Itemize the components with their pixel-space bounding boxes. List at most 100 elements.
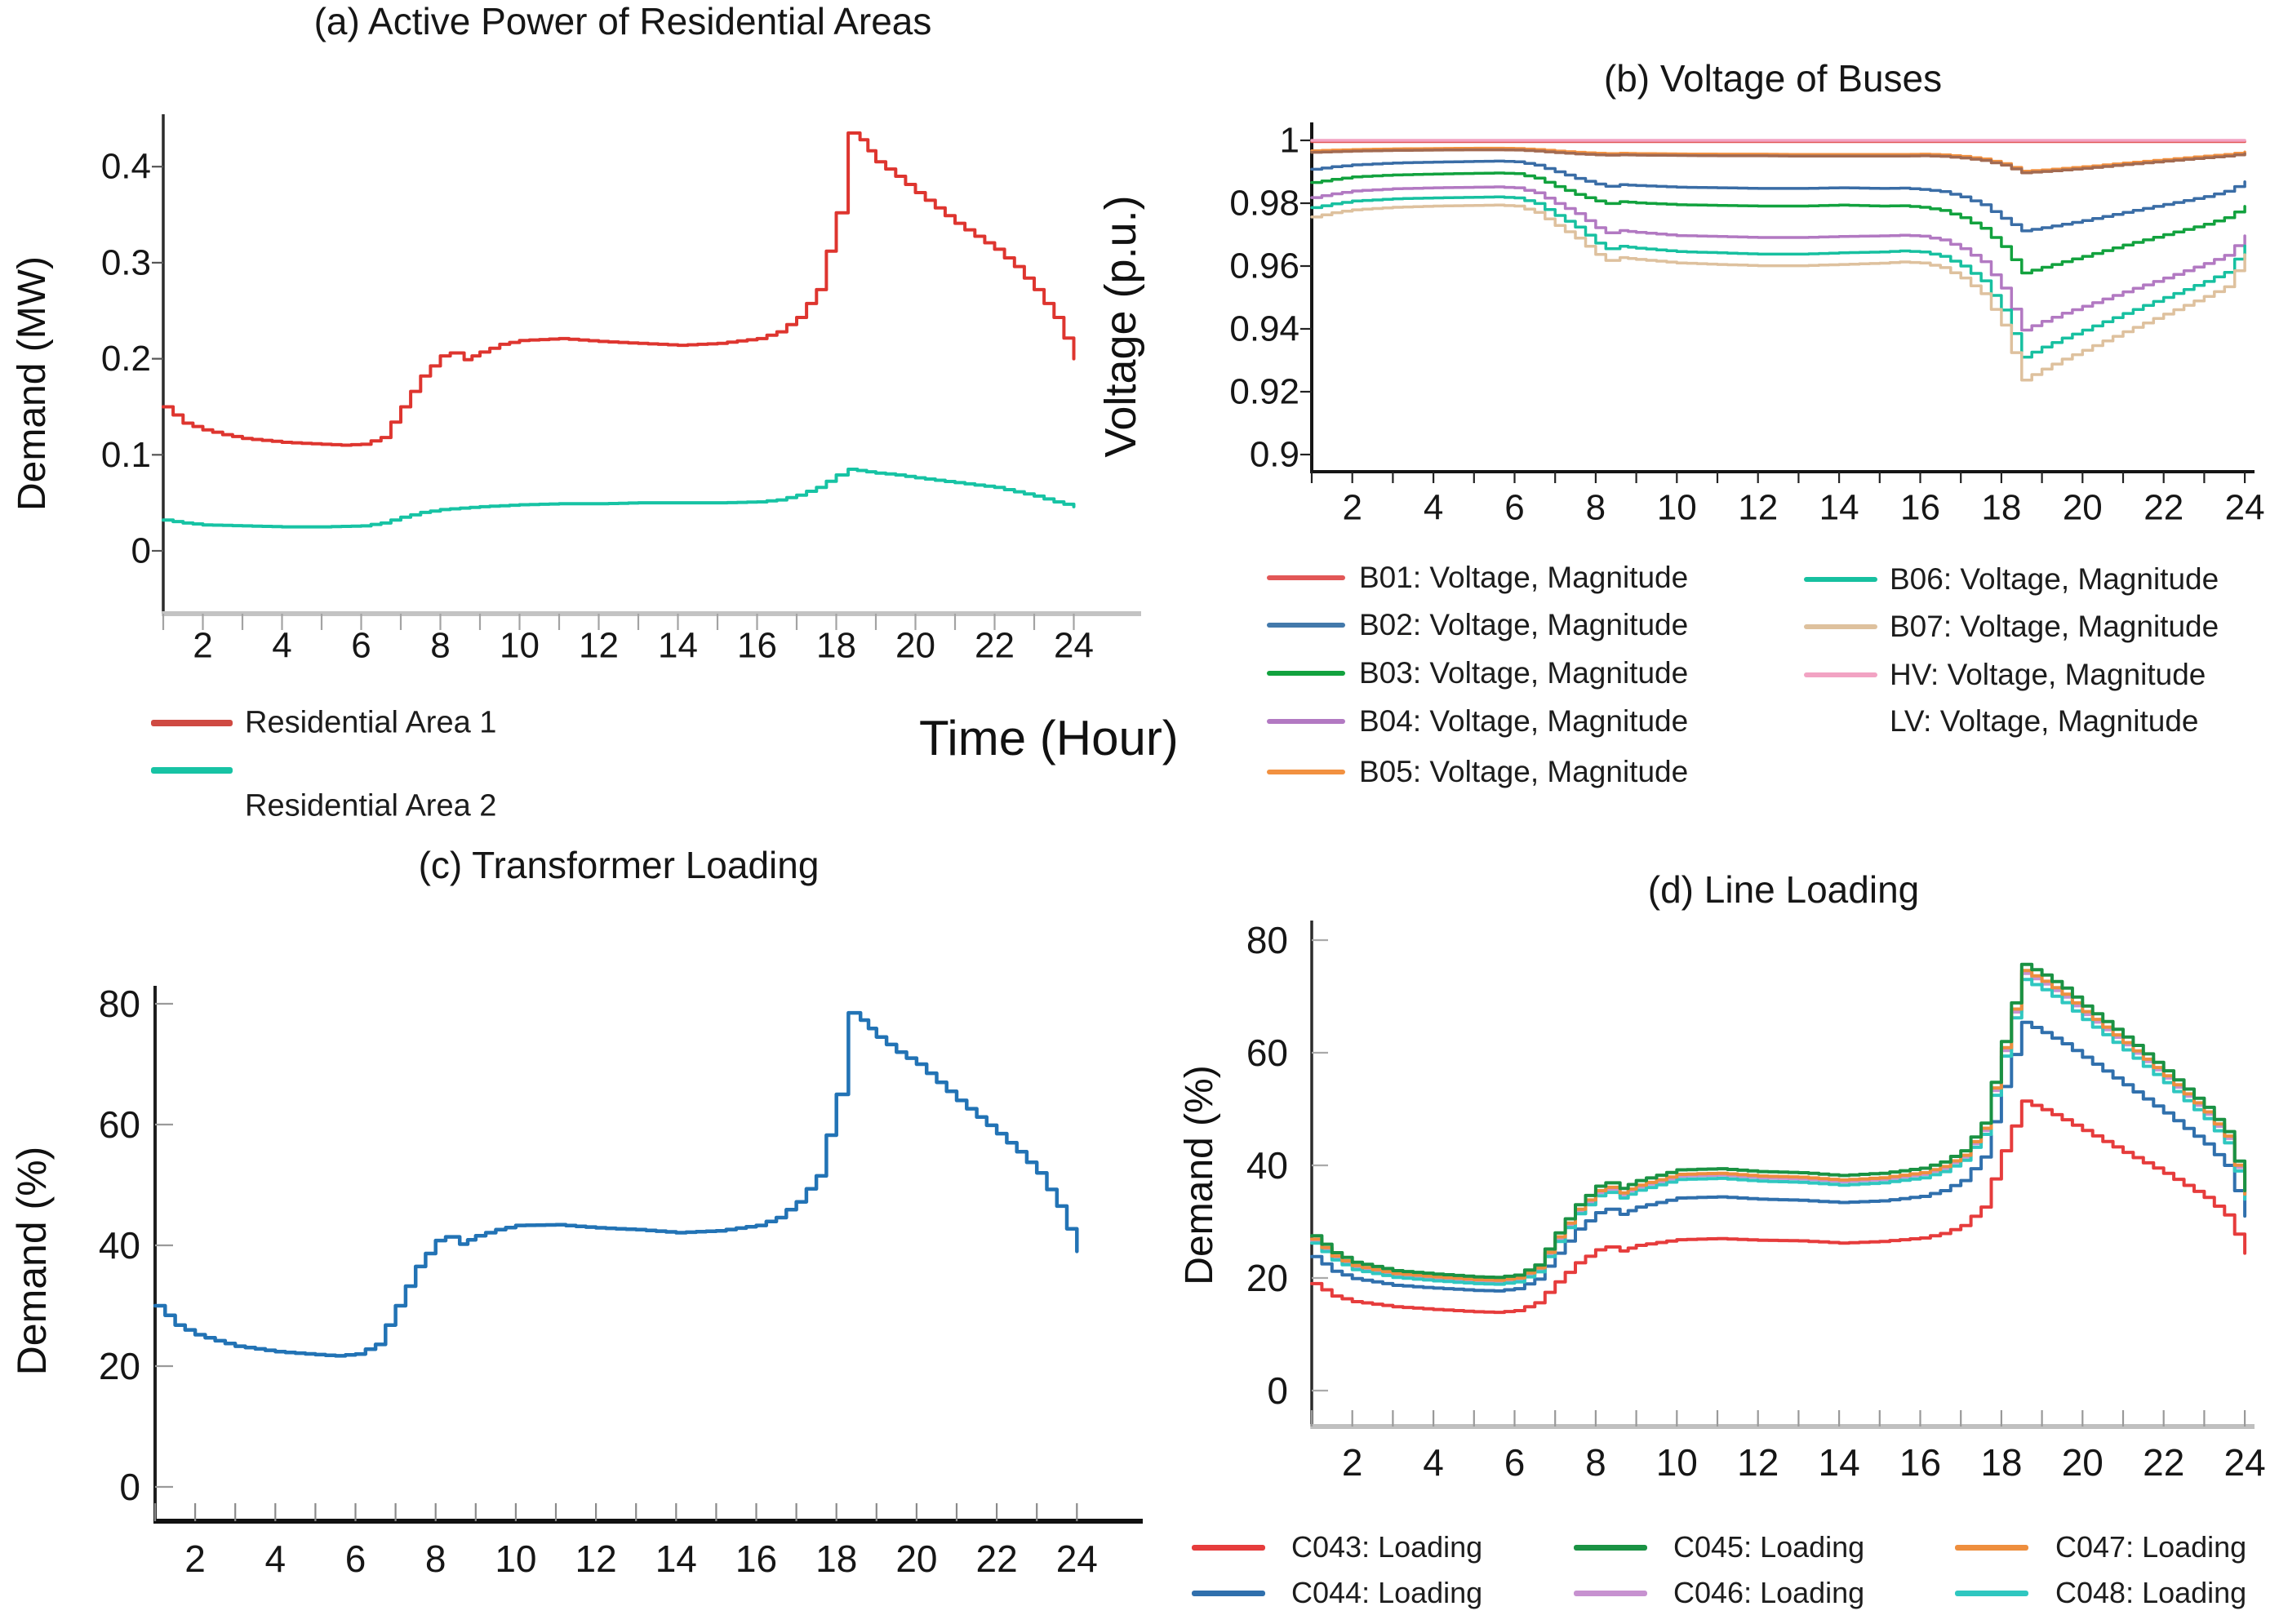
chart-b-title: (b) Voltage of Buses — [1603, 57, 1943, 100]
legend-swatch — [1574, 1590, 1647, 1596]
series-line-residential-area-1 — [162, 131, 1076, 447]
y-tick-label: 40 — [1246, 1144, 1288, 1187]
x-tick-label: 22 — [975, 626, 1015, 666]
chart-c-title: (c) Transformer Loading — [418, 844, 820, 886]
legend-swatch — [1804, 672, 1877, 677]
y-tick-label: 0.94 — [1229, 309, 1299, 349]
chart-d-ylabel: Demand (%) — [1178, 1065, 1221, 1285]
x-tick-label: 16 — [1899, 1441, 1941, 1484]
series-line-b05 — [1310, 146, 2246, 173]
legend-swatch — [1192, 1544, 1265, 1551]
x-tick-label: 12 — [1738, 488, 1778, 528]
series-line-residential-area-2 — [162, 468, 1076, 529]
legend-item-label: B05: Voltage, Magnitude — [1359, 755, 1689, 788]
x-tick-label: 14 — [1819, 488, 1859, 528]
legend-item-label: B02: Voltage, Magnitude — [1359, 608, 1689, 641]
legend-item-label: C046: Loading — [1673, 1576, 1865, 1609]
y-tick-label: 0.2 — [101, 339, 151, 379]
x-tick-label: 8 — [425, 1537, 446, 1580]
x-tick-label: 2 — [193, 626, 212, 666]
legend-swatch — [1267, 719, 1345, 724]
legend-item-label: B01: Voltage, Magnitude — [1359, 561, 1689, 594]
legend-swatch — [1267, 770, 1345, 774]
series-line-c046 — [1310, 971, 2247, 1284]
x-tick-label: 16 — [735, 1537, 777, 1580]
legend-swatch — [1804, 577, 1877, 582]
legend-item-label: C047: Loading — [2055, 1530, 2247, 1564]
legend-item-label: B07: Voltage, Magnitude — [1890, 610, 2219, 643]
x-tick-label: 20 — [2062, 1441, 2104, 1484]
chart-b-ylabel: Voltage (p.u.) — [1096, 195, 1145, 458]
legend-swatch — [151, 720, 233, 726]
x-tick-label: 18 — [1980, 1441, 2022, 1484]
x-tick-label: 6 — [1504, 1441, 1526, 1484]
y-tick-label: 20 — [99, 1345, 140, 1387]
x-tick-label: 6 — [351, 626, 371, 666]
series-line-c047 — [1310, 969, 2247, 1282]
legend-item-label: Residential Area 2 — [245, 788, 497, 823]
legend-item-label: B04: Voltage, Magnitude — [1359, 704, 1689, 738]
x-tick-label: 12 — [579, 626, 619, 666]
x-axis-label: Time (Hour) — [919, 711, 1179, 765]
y-tick-label: 0.96 — [1229, 246, 1299, 286]
x-tick-label: 18 — [1981, 488, 2021, 528]
x-tick-label: 12 — [1737, 1441, 1779, 1484]
x-tick-label: 22 — [2144, 488, 2183, 528]
y-tick-label: 0.9 — [1250, 435, 1299, 475]
x-tick-label: 14 — [655, 1537, 697, 1580]
x-tick-label: 8 — [430, 626, 450, 666]
x-tick-label: 6 — [345, 1537, 367, 1580]
x-tick-label: 16 — [737, 626, 777, 666]
x-tick-label: 22 — [2143, 1441, 2184, 1484]
x-tick-label: 2 — [1342, 488, 1362, 528]
y-tick-label: 60 — [99, 1103, 140, 1146]
legend-item-label: C044: Loading — [1291, 1576, 1483, 1609]
x-tick-label: 10 — [1656, 1441, 1698, 1484]
legend-swatch — [1267, 623, 1345, 628]
x-tick-label: 6 — [1504, 488, 1524, 528]
series-line-c044 — [1310, 1020, 2247, 1293]
x-tick-label: 24 — [1056, 1537, 1098, 1580]
chart-a-title: (a) Active Power of Residential Areas — [313, 0, 932, 42]
y-tick-label: 0.4 — [101, 147, 151, 187]
y-tick-label: 0 — [131, 531, 151, 571]
legend-swatch — [1804, 624, 1877, 629]
series-line-b06 — [1310, 195, 2246, 359]
series-line-b04 — [1310, 185, 2246, 332]
y-tick-label: 80 — [1246, 919, 1288, 961]
x-tick-label: 18 — [816, 626, 856, 666]
chart-d-title: (d) Line Loading — [1647, 868, 1920, 911]
y-tick-label: 0.92 — [1229, 372, 1299, 412]
series-line-lv — [1310, 148, 2246, 175]
legend-swatch — [1267, 671, 1345, 676]
x-tick-label: 20 — [895, 1537, 937, 1580]
x-tick-label: 10 — [495, 1537, 536, 1580]
y-tick-label: 0 — [1267, 1369, 1288, 1412]
y-tick-label: 0.98 — [1229, 184, 1299, 224]
x-tick-label: 24 — [2224, 1441, 2266, 1484]
legend-item-label: C048: Loading — [2055, 1576, 2247, 1609]
y-tick-label: 60 — [1246, 1032, 1288, 1074]
y-tick-label: 0.3 — [101, 242, 151, 282]
series-line-c043 — [1310, 1099, 2247, 1315]
x-tick-label: 8 — [1585, 1441, 1606, 1484]
x-tick-label: 10 — [1657, 488, 1697, 528]
series-line-c048 — [1310, 978, 2247, 1286]
series-line-transformer-loading — [153, 1010, 1079, 1358]
legend-item-label: B06: Voltage, Magnitude — [1890, 562, 2219, 596]
legend-swatch — [1804, 719, 1877, 724]
x-tick-label: 20 — [2063, 488, 2103, 528]
x-tick-label: 4 — [1423, 1441, 1444, 1484]
y-tick-label: 80 — [99, 983, 140, 1025]
legend-item-label: Residential Area 1 — [245, 705, 497, 740]
legend-item-label: B03: Voltage, Magnitude — [1359, 656, 1689, 690]
series-line-c045 — [1310, 962, 2247, 1280]
series-line-b03 — [1310, 171, 2246, 275]
x-tick-label: 10 — [500, 626, 540, 666]
legend-swatch — [1574, 1544, 1647, 1551]
chart-a-ylabel: Demand (MW) — [11, 255, 54, 512]
x-tick-label: 14 — [658, 626, 698, 666]
x-tick-label: 24 — [2225, 488, 2265, 528]
y-tick-label: 40 — [99, 1224, 140, 1267]
